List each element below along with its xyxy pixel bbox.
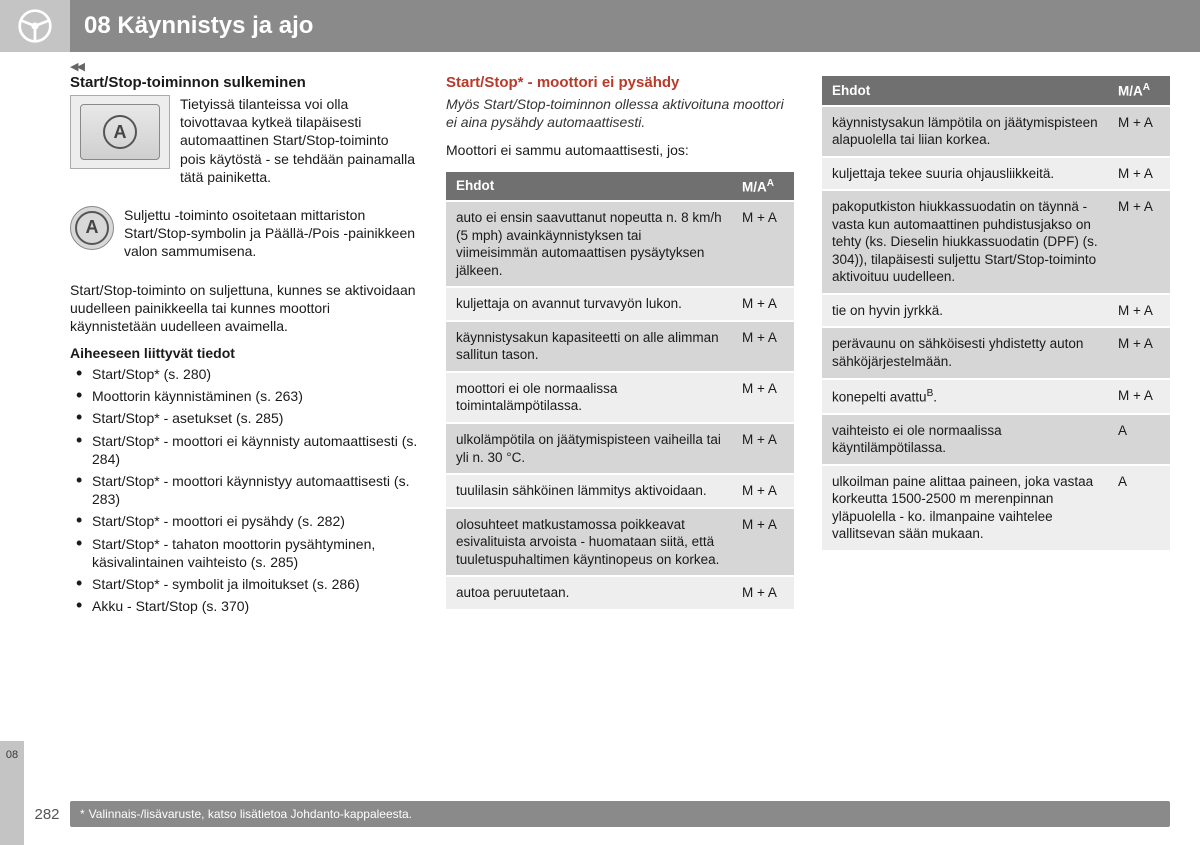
paragraph: Tietyissä tilanteissa voi olla toivottav…: [180, 95, 418, 186]
conditions-table: Ehdot M/AA käynnistysakun lämpötila on j…: [822, 74, 1170, 552]
condition-cell: pakoputkiston hiukkassuodatin on täynnä …: [822, 191, 1108, 293]
side-stripe: [0, 769, 24, 845]
condition-cell: perävaunu on sähköisesti yhdistetty auto…: [822, 328, 1108, 377]
header: 08 Käynnistys ja ajo: [0, 0, 1200, 52]
chapter-title: 08 Käynnistys ja ajo: [70, 0, 1200, 52]
list-item: Start/Stop* - moottori käynnistyy automa…: [70, 472, 418, 508]
condition-cell: moottori ei ole normaalissa toimintalämp…: [446, 373, 732, 422]
condition-cell: olosuhteet matkustamossa poikkeavat esiv…: [446, 509, 732, 576]
list-item: Start/Stop* - asetukset (s. 285): [70, 409, 418, 427]
value-cell: M + A: [732, 424, 794, 473]
intro-text: Myös Start/Stop-toiminnon ollessa aktivo…: [446, 95, 794, 131]
condition-cell: kuljettaja tekee suuria ohjausliikkeitä.: [822, 158, 1108, 190]
start-stop-symbol-icon: A: [70, 206, 114, 250]
list-item: Start/Stop* - moottori ei pysähdy (s. 28…: [70, 512, 418, 530]
value-cell: A: [1108, 415, 1170, 464]
page-number: 282: [24, 806, 70, 823]
table-header: Ehdot: [446, 172, 732, 201]
list-item: Akku - Start/Stop (s. 370): [70, 597, 418, 615]
value-cell: M + A: [1108, 380, 1170, 413]
table-row: käynnistysakun lämpötila on jäätymispist…: [822, 107, 1170, 156]
related-list: Start/Stop* (s. 280) Moottorin käynnistäm…: [70, 365, 418, 615]
table-row: kuljettaja on avannut turvavyön lukon.M …: [446, 288, 794, 320]
table-row: vaihteisto ei ole normaalissa käyntilämp…: [822, 415, 1170, 464]
paragraph: Suljettu -toiminto osoitetaan mittaristo…: [124, 206, 418, 261]
table-row: perävaunu on sähköisesti yhdistetty auto…: [822, 328, 1170, 377]
start-stop-button-image: A: [70, 95, 170, 169]
table-row: olosuhteet matkustamossa poikkeavat esiv…: [446, 509, 794, 576]
paragraph: Start/Stop-toiminto on suljettuna, kunne…: [70, 281, 418, 336]
list-item: Start/Stop* - moottori ei käynnisty auto…: [70, 432, 418, 468]
value-cell: M + A: [732, 475, 794, 507]
related-heading: Aiheeseen liittyvät tiedot: [70, 345, 418, 361]
table-row: autoa peruutetaan.M + A: [446, 577, 794, 609]
table-row: konepelti avattuB.M + A: [822, 380, 1170, 413]
value-cell: M + A: [1108, 158, 1170, 190]
condition-cell: konepelti avattuB.: [822, 380, 1108, 413]
table-row: ulkolämpötila on jäätymispisteen vaiheil…: [446, 424, 794, 473]
value-cell: M + A: [1108, 295, 1170, 327]
condition-cell: ulkolämpötila on jäätymispisteen vaiheil…: [446, 424, 732, 473]
table-row: tuulilasin sähköinen lämmitys aktivoidaa…: [446, 475, 794, 507]
condition-cell: autoa peruutetaan.: [446, 577, 732, 609]
value-cell: M + A: [732, 202, 794, 286]
condition-cell: tuulilasin sähköinen lämmitys aktivoidaa…: [446, 475, 732, 507]
table-row: pakoputkiston hiukkassuodatin on täynnä …: [822, 191, 1170, 293]
footnote-bar: * Valinnais-/lisävaruste, katso lisätiet…: [70, 801, 1170, 827]
value-cell: M + A: [732, 322, 794, 371]
list-item: Start/Stop* - tahaton moottorin pysähtym…: [70, 535, 418, 571]
column-left: Start/Stop-toiminnon sulkeminen A Tietyi…: [70, 74, 418, 783]
table-header: Ehdot: [822, 76, 1108, 105]
section-heading: Start/Stop-toiminnon sulkeminen: [70, 74, 418, 91]
value-cell: A: [1108, 466, 1170, 550]
condition-cell: vaihteisto ei ole normaalissa käyntilämp…: [822, 415, 1108, 464]
condition-cell: käynnistysakun lämpötila on jäätymispist…: [822, 107, 1108, 156]
value-cell: M + A: [732, 509, 794, 576]
table-row: auto ei ensin saavuttanut nopeutta n. 8 …: [446, 202, 794, 286]
table-row: ulkoilman paine alittaa paineen, joka va…: [822, 466, 1170, 550]
asterisk-icon: *: [80, 807, 85, 821]
table-header: M/AA: [1108, 76, 1170, 105]
condition-cell: auto ei ensin saavuttanut nopeutta n. 8 …: [446, 202, 732, 286]
list-item: Start/Stop* - symbolit ja ilmoitukset (s…: [70, 575, 418, 593]
value-cell: M + A: [1108, 107, 1170, 156]
column-right: Ehdot M/AA käynnistysakun lämpötila on j…: [822, 74, 1170, 783]
value-cell: M + A: [732, 288, 794, 320]
condition-cell: käynnistysakun kapasiteetti on alle alim…: [446, 322, 732, 371]
table-row: käynnistysakun kapasiteetti on alle alim…: [446, 322, 794, 371]
continued-icon: ◀◀: [70, 60, 83, 73]
list-item: Start/Stop* (s. 280): [70, 365, 418, 383]
condition-cell: ulkoilman paine alittaa paineen, joka va…: [822, 466, 1108, 550]
value-cell: M + A: [732, 373, 794, 422]
condition-cell: kuljettaja on avannut turvavyön lukon.: [446, 288, 732, 320]
footer: 282 * Valinnais-/lisävaruste, katso lisä…: [24, 801, 1170, 827]
conditions-table: Ehdot M/AA auto ei ensin saavuttanut nop…: [446, 170, 794, 611]
steering-wheel-icon: [0, 0, 70, 52]
value-cell: M + A: [1108, 328, 1170, 377]
value-cell: M + A: [1108, 191, 1170, 293]
section-heading: Start/Stop* - moottori ei pysähdy: [446, 74, 794, 91]
paragraph: Moottori ei sammu automaattisesti, jos:: [446, 141, 794, 159]
side-tab: 08: [0, 741, 24, 769]
table-row: tie on hyvin jyrkkä.M + A: [822, 295, 1170, 327]
table-header: M/AA: [732, 172, 794, 201]
table-row: kuljettaja tekee suuria ohjausliikkeitä.…: [822, 158, 1170, 190]
table-row: moottori ei ole normaalissa toimintalämp…: [446, 373, 794, 422]
footnote-text: Valinnais-/lisävaruste, katso lisätietoa…: [89, 807, 412, 821]
column-middle: Start/Stop* - moottori ei pysähdy Myös S…: [446, 74, 794, 783]
chapter-name: Käynnistys ja ajo: [117, 12, 313, 40]
chapter-number: 08: [84, 12, 111, 40]
condition-cell: tie on hyvin jyrkkä.: [822, 295, 1108, 327]
value-cell: M + A: [732, 577, 794, 609]
list-item: Moottorin käynnistäminen (s. 263): [70, 387, 418, 405]
